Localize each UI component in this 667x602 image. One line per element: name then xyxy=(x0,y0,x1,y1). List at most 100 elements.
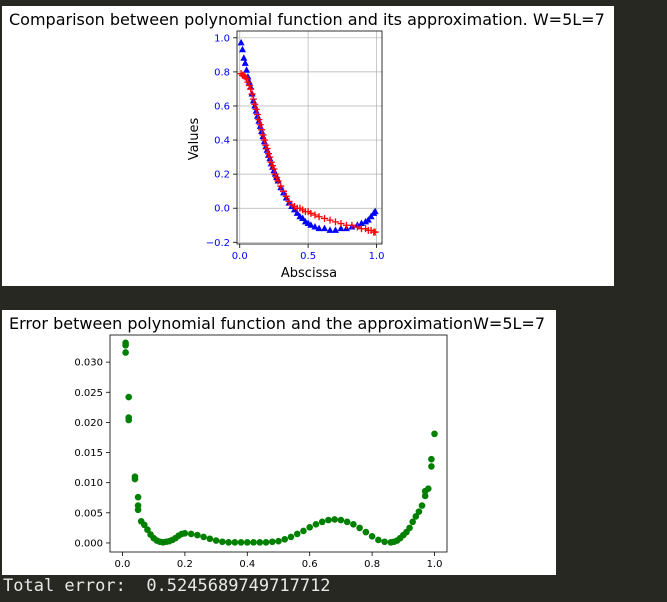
data-point xyxy=(270,165,278,173)
data-point xyxy=(260,136,268,144)
data-point xyxy=(225,539,232,546)
data-point xyxy=(125,416,133,424)
series-green xyxy=(122,339,438,546)
chart-title: Error between polynomial function and th… xyxy=(9,314,545,333)
data-point xyxy=(281,536,289,543)
data-point xyxy=(421,492,429,500)
y-tick-label: −0.2 xyxy=(206,238,230,249)
error-chart: Error between polynomial function and th… xyxy=(9,314,545,570)
data-point xyxy=(375,536,382,544)
data-point xyxy=(350,520,357,528)
data-point xyxy=(371,207,379,215)
data-point xyxy=(134,506,142,514)
data-point xyxy=(262,539,270,546)
x-ticks: 0.0 0.5 1.0 xyxy=(232,244,384,262)
data-point xyxy=(247,85,255,93)
data-point xyxy=(194,531,201,539)
data-point xyxy=(326,226,334,233)
x-ticks: 0.0 0.2 0.4 0.6 0.8 1.0 xyxy=(115,552,443,570)
y-tick-label: 0.010 xyxy=(74,478,103,489)
data-point xyxy=(267,158,275,166)
y-tick-label: 0.2 xyxy=(214,170,230,181)
y-tick-label: 1.0 xyxy=(214,33,230,44)
data-point xyxy=(212,537,220,544)
data-point xyxy=(343,518,351,526)
data-point xyxy=(409,518,416,526)
data-point xyxy=(311,222,319,230)
x-tick-label: 0.5 xyxy=(300,251,316,262)
data-point xyxy=(299,214,307,221)
data-point xyxy=(125,393,133,401)
data-point xyxy=(243,66,251,73)
error-chart-panel: Error between polynomial function and th… xyxy=(2,310,556,575)
data-point xyxy=(264,150,272,158)
data-point xyxy=(122,349,129,356)
data-point xyxy=(251,100,259,108)
data-point xyxy=(248,90,256,98)
data-point xyxy=(266,153,274,161)
data-point xyxy=(287,533,295,541)
data-point xyxy=(428,463,435,470)
y-tick-label: 0.000 xyxy=(74,538,103,549)
data-point xyxy=(258,126,266,134)
total-error-output: Total error: 0.5245689749717712 xyxy=(3,576,331,596)
data-point xyxy=(356,524,363,532)
data-point xyxy=(306,523,314,531)
data-point xyxy=(282,192,290,200)
x-axis-label: Abscissa xyxy=(281,266,337,281)
data-point xyxy=(240,54,248,61)
y-tick-label: 0.015 xyxy=(74,448,103,459)
x-tick-label: 0.4 xyxy=(239,559,255,570)
data-point xyxy=(412,513,420,520)
data-point xyxy=(122,341,129,349)
chart-title: Comparison between polynomial function a… xyxy=(9,10,605,29)
data-point xyxy=(415,508,423,515)
data-point xyxy=(268,538,276,546)
total-error-label: Total error: xyxy=(3,576,126,596)
data-point xyxy=(241,59,249,66)
data-point xyxy=(321,214,329,222)
data-point xyxy=(293,209,301,216)
data-point xyxy=(424,485,432,493)
y-tick-label: 0.8 xyxy=(214,67,230,78)
data-point xyxy=(362,217,370,225)
total-error-value: 0.5245689749717712 xyxy=(146,576,331,596)
data-point xyxy=(259,131,267,139)
data-point xyxy=(245,82,253,90)
data-point xyxy=(311,211,319,219)
x-tick-label: 0.6 xyxy=(302,559,318,570)
data-point xyxy=(381,538,388,546)
y-tick-label: 0.0 xyxy=(214,204,230,215)
data-point xyxy=(181,530,189,537)
data-point xyxy=(280,187,288,195)
data-point xyxy=(312,520,320,528)
data-point xyxy=(337,516,345,524)
data-point xyxy=(255,116,263,124)
x-tick-label: 0.8 xyxy=(364,559,380,570)
data-point xyxy=(131,475,139,483)
series-red xyxy=(237,70,379,236)
y-tick-label: 0.005 xyxy=(74,508,103,519)
data-point xyxy=(371,228,379,236)
data-point xyxy=(364,216,372,223)
data-point xyxy=(348,221,356,229)
data-point xyxy=(206,535,214,543)
data-point xyxy=(269,162,277,170)
data-point xyxy=(187,530,195,538)
data-point xyxy=(231,539,239,546)
data-point xyxy=(406,524,413,532)
data-point xyxy=(262,141,270,149)
data-point xyxy=(367,212,375,220)
data-point xyxy=(418,502,426,509)
y-tick-label: 0.020 xyxy=(74,418,103,429)
data-point xyxy=(362,528,370,536)
y-ticks: 0.030 0.025 0.020 0.015 0.010 0.005 0.000 xyxy=(74,358,110,549)
data-point xyxy=(200,533,207,541)
y-tick-label: 0.6 xyxy=(214,101,230,112)
data-point xyxy=(249,95,257,103)
data-point xyxy=(271,170,279,178)
data-point xyxy=(326,216,334,224)
x-tick-label: 1.0 xyxy=(427,559,443,570)
data-point xyxy=(256,539,264,546)
data-point xyxy=(307,221,315,228)
